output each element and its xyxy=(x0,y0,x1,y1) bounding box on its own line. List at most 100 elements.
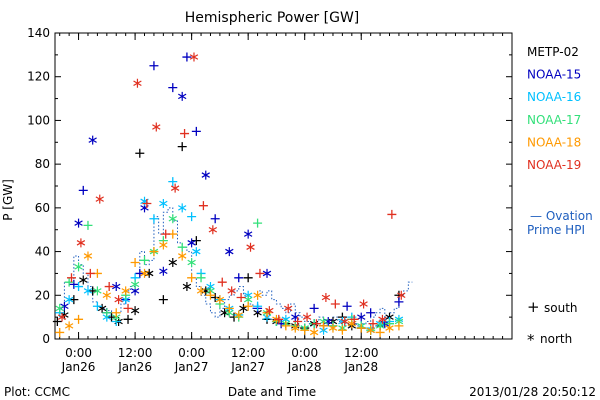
data-point-north xyxy=(55,303,64,313)
data-point-north xyxy=(253,290,262,300)
data-point-north xyxy=(145,268,154,278)
data-point-south xyxy=(243,273,253,283)
data-point-south xyxy=(356,323,366,333)
data-point-north xyxy=(83,286,93,296)
data-point-south xyxy=(64,277,74,287)
data-point-south xyxy=(187,212,197,222)
data-point-south xyxy=(236,292,246,302)
chart-title: Hemispheric Power [GW] xyxy=(185,10,360,26)
x-tick-date: Jan27 xyxy=(174,360,209,374)
data-point-north xyxy=(215,295,225,305)
data-point-south xyxy=(142,198,152,208)
data-point-south xyxy=(177,242,187,252)
data-point-north xyxy=(159,240,168,250)
data-point-north xyxy=(284,303,293,313)
data-point-south xyxy=(107,312,117,322)
data-point-south xyxy=(342,301,352,311)
data-point-south xyxy=(111,308,121,318)
data-point-south xyxy=(78,185,88,195)
data-point-south xyxy=(149,214,159,224)
data-point-south xyxy=(92,301,102,311)
data-point-north xyxy=(328,323,338,333)
data-point-south xyxy=(387,209,397,219)
y-tick-label: 120 xyxy=(27,70,50,84)
data-point-north xyxy=(159,198,168,208)
data-point-north xyxy=(182,282,192,292)
data-point-south xyxy=(135,268,145,278)
data-point-south xyxy=(88,286,98,296)
data-point-north xyxy=(227,286,236,296)
data-point-north xyxy=(76,238,86,248)
data-point-north xyxy=(196,286,206,296)
data-point-south xyxy=(293,317,303,327)
data-point-north xyxy=(57,312,67,322)
data-point-north xyxy=(140,268,149,278)
data-point-north xyxy=(189,52,199,62)
data-point-south xyxy=(337,325,347,335)
data-point-south xyxy=(309,303,319,313)
y-tick-label: 40 xyxy=(35,245,50,259)
x-tick-date: Jan26 xyxy=(117,360,152,374)
y-tick-label: 20 xyxy=(35,288,50,302)
data-point-north xyxy=(130,279,140,289)
plot-credit: Plot: CCMC xyxy=(4,385,70,399)
series-noaa-19 xyxy=(57,52,406,329)
data-point-south xyxy=(300,325,310,335)
legend-item-metp-02: METP-02 xyxy=(527,45,579,59)
legend-item-noaa-15: NOAA-15 xyxy=(527,68,581,82)
data-point-south xyxy=(69,279,79,289)
data-point-south xyxy=(177,142,187,152)
y-axis-label: P [GW] xyxy=(1,179,15,221)
data-point-north xyxy=(79,275,88,285)
legend-south-label: south xyxy=(544,301,578,315)
data-point-south xyxy=(366,308,376,318)
data-point-north xyxy=(93,286,102,296)
data-point-south xyxy=(375,327,385,337)
data-point-north xyxy=(357,312,366,322)
data-point-south xyxy=(394,297,404,307)
x-tick-time: 0:00 xyxy=(65,346,92,360)
x-tick-time: 0:00 xyxy=(291,346,318,360)
data-point-north xyxy=(291,323,300,333)
data-point-south xyxy=(102,308,112,318)
data-point-south xyxy=(180,129,190,139)
data-point-north xyxy=(170,183,180,193)
data-point-south xyxy=(281,321,291,331)
data-point-south xyxy=(161,229,171,239)
data-point-north xyxy=(302,312,312,322)
data-point-north xyxy=(114,295,123,305)
data-point-north xyxy=(88,135,97,145)
data-point-south xyxy=(234,273,244,283)
data-point-south xyxy=(311,319,321,329)
data-point-south xyxy=(330,299,340,309)
data-point-south xyxy=(83,220,93,230)
data-point-north xyxy=(385,323,394,333)
data-point-north xyxy=(74,262,83,272)
series-noaa-18 xyxy=(55,229,404,337)
data-point-south xyxy=(140,255,150,265)
legend-item-noaa-16: NOAA-16 xyxy=(527,90,581,104)
data-point-south xyxy=(149,247,159,257)
data-point-north xyxy=(208,225,218,235)
y-tick-label: 140 xyxy=(27,26,50,40)
data-point-north xyxy=(234,310,243,320)
data-point-south xyxy=(253,301,263,311)
data-point-south xyxy=(66,273,76,283)
legend-ovation-line2: Prime HPI xyxy=(527,223,585,237)
data-point-north xyxy=(321,292,331,302)
data-point-south xyxy=(191,126,201,136)
data-point-north xyxy=(340,317,349,327)
y-tick-label: 60 xyxy=(35,201,50,215)
data-point-north xyxy=(324,317,333,327)
data-point-south xyxy=(74,282,84,292)
data-point-south xyxy=(224,303,234,313)
data-point-south xyxy=(210,292,220,302)
data-point-south xyxy=(135,148,145,158)
data-point-north xyxy=(112,282,121,292)
data-point-north xyxy=(378,314,387,324)
data-point-south xyxy=(217,277,227,287)
data-point-north xyxy=(243,229,253,239)
data-point-south xyxy=(158,295,168,305)
plot-area: 0204060801001201400:00Jan2612:00Jan260:0… xyxy=(27,26,513,374)
